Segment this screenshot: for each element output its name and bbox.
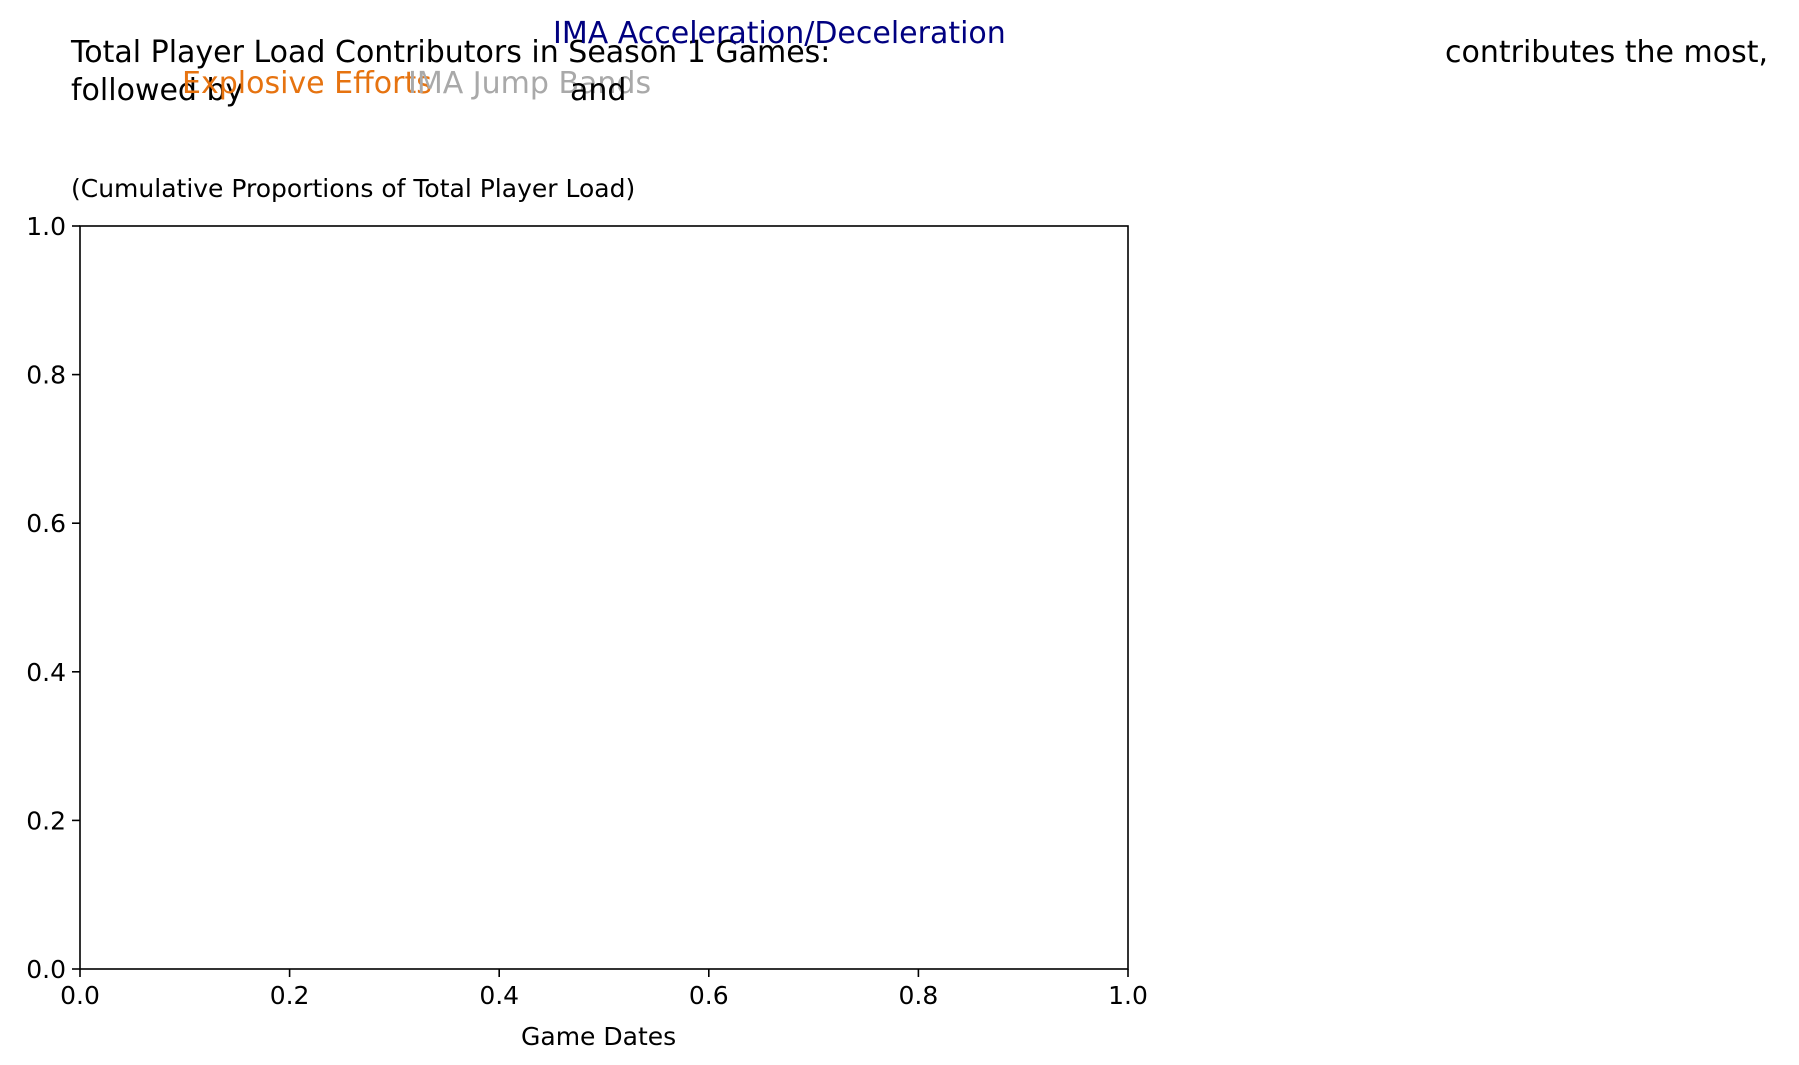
x-axis-label: Game Dates xyxy=(521,1022,677,1051)
title-line2-and: and xyxy=(570,73,627,108)
axes-frame xyxy=(79,225,1129,970)
title-highlight-explosive-efforts: Explosive Efforts xyxy=(182,66,432,101)
x-tick-label: 0.4 xyxy=(479,981,519,1010)
title-highlight-ima-accel-decel: IMA Acceleration/Deceleration xyxy=(553,16,1006,51)
y-tick-label: 1.0 xyxy=(26,212,66,241)
x-axis-ticks: 0.0 0.2 0.4 0.6 0.8 1.0 xyxy=(60,969,1148,1010)
chart-subtitle: (Cumulative Proportions of Total Player … xyxy=(71,174,636,203)
y-tick-label: 0.8 xyxy=(26,361,66,390)
y-tick-label: 0.2 xyxy=(26,806,66,835)
y-tick-label: 0.4 xyxy=(26,658,66,687)
x-tick-label: 0.8 xyxy=(899,981,939,1010)
y-tick-label: 0.6 xyxy=(26,509,66,538)
x-tick-label: 0.6 xyxy=(689,981,729,1010)
title-highlight-ima-jump-bands: IMA Jump Bands xyxy=(408,66,652,101)
x-tick-label: 0.0 xyxy=(60,981,100,1010)
title-line1-prefix: Total Player Load Contributors in Season… xyxy=(71,35,831,70)
title-line2-prefix: followed by xyxy=(71,73,244,108)
y-axis-ticks: 0.0 0.2 0.4 0.6 0.8 1.0 xyxy=(26,212,80,984)
x-tick-label: 1.0 xyxy=(1108,981,1148,1010)
title-line1-suffix: contributes the most, xyxy=(1445,35,1769,70)
y-tick-label: 0.0 xyxy=(26,955,66,984)
x-tick-label: 0.2 xyxy=(270,981,310,1010)
